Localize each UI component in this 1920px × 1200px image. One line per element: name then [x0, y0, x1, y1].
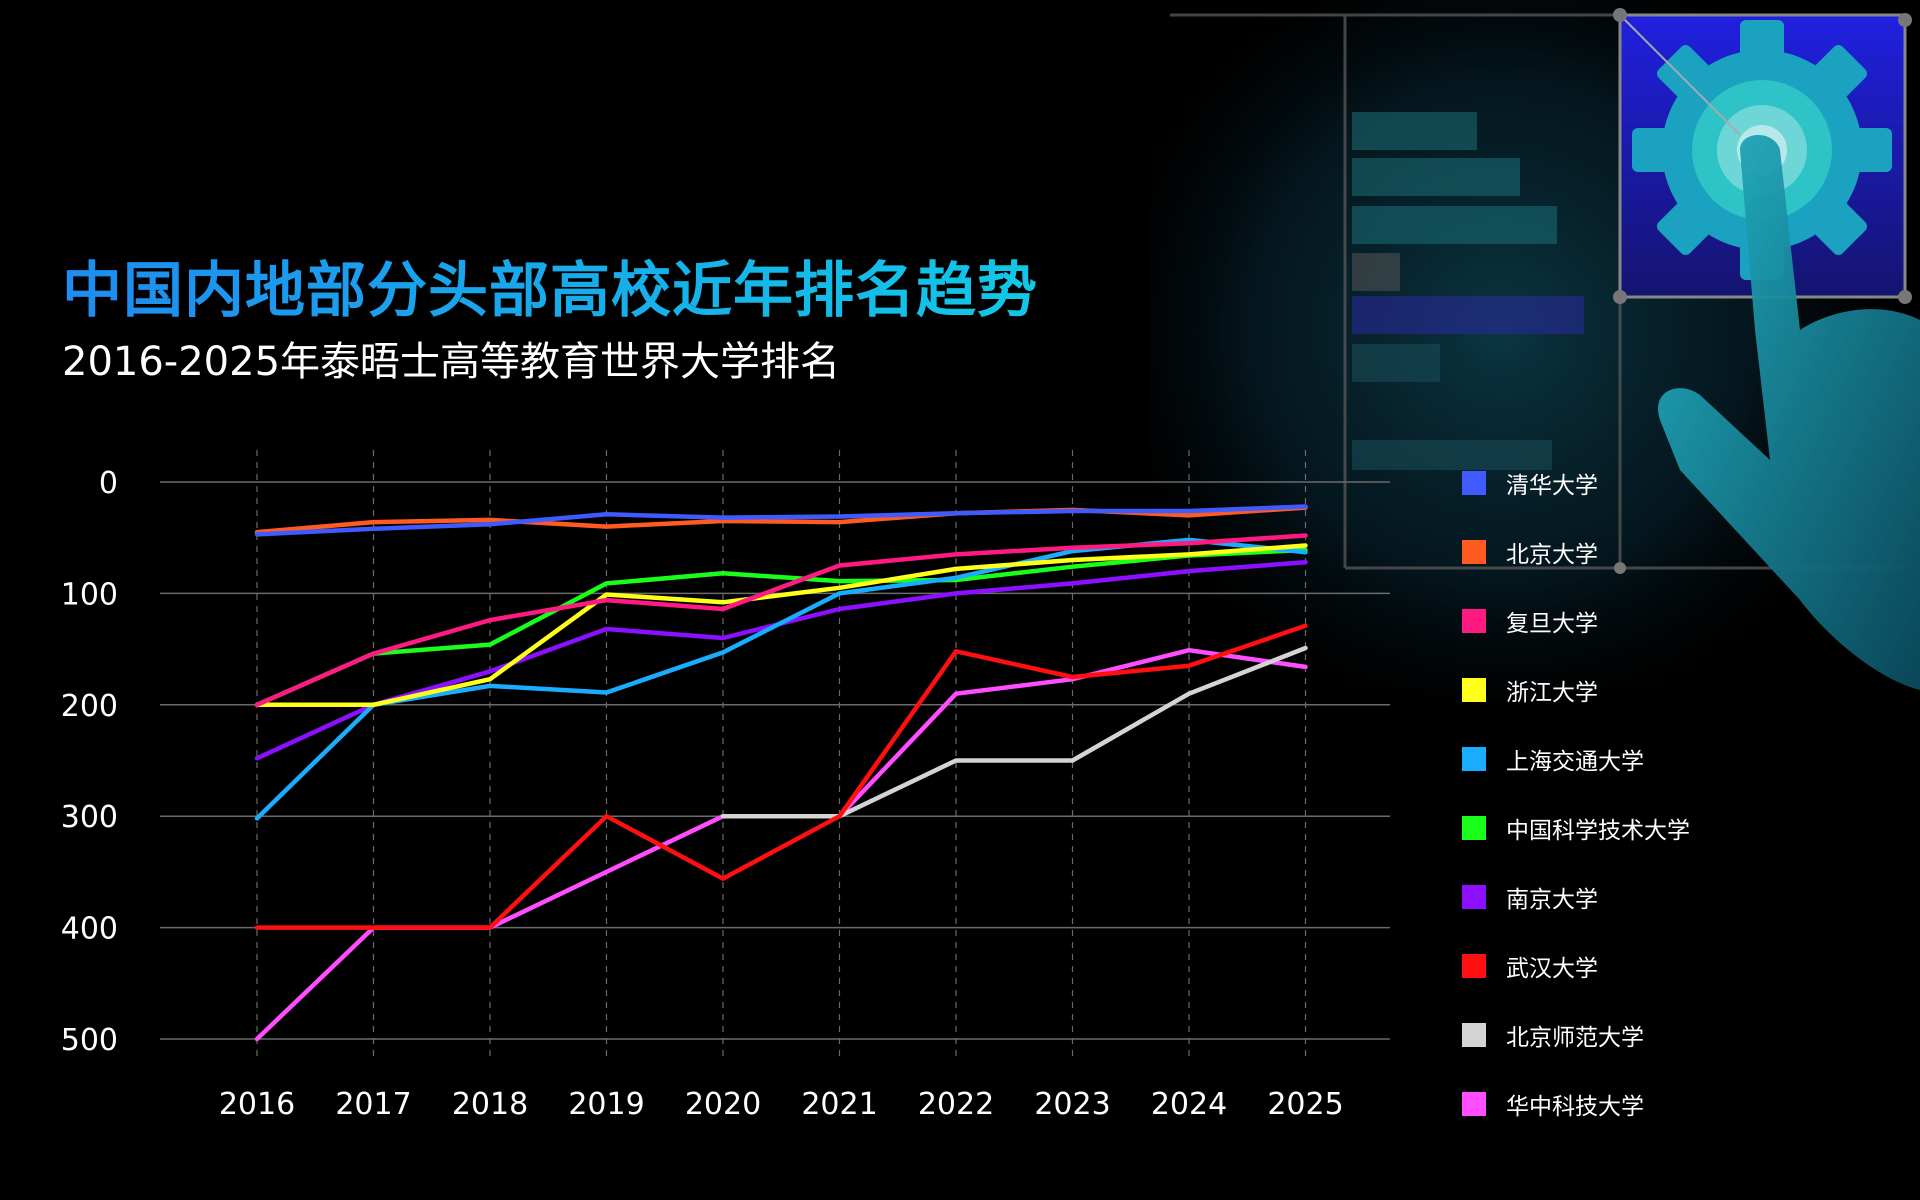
- x-tick-label: 2019: [568, 1087, 644, 1122]
- legend-label: 上海交通大学: [1506, 749, 1644, 775]
- y-tick-label: 500: [61, 1023, 118, 1058]
- faded-bars: [1352, 112, 1584, 470]
- x-tick-label: 2017: [335, 1087, 411, 1122]
- legend-swatch: [1462, 816, 1486, 840]
- series-line: [254, 547, 1308, 708]
- legend-item: 武汉大学: [1462, 951, 1598, 982]
- x-tick-label: 2022: [918, 1087, 994, 1122]
- legend-item: 上海交通大学: [1462, 744, 1644, 775]
- legend-item: 复旦大学: [1462, 606, 1598, 637]
- x-tick-label: 2021: [801, 1087, 877, 1122]
- legend-label: 复旦大学: [1506, 611, 1598, 637]
- legend-label: 中国科学技术大学: [1506, 818, 1690, 844]
- legend-swatch: [1462, 885, 1486, 909]
- series-line: [254, 504, 1308, 537]
- y-axis-ticks: 0 100 200 300 400 500: [61, 466, 118, 1058]
- legend-item: 北京师范大学: [1462, 1020, 1644, 1051]
- x-tick-label: 2020: [685, 1087, 761, 1122]
- legend-item: 清华大学: [1462, 468, 1598, 499]
- legend-swatch: [1462, 609, 1486, 633]
- legend-label: 南京大学: [1506, 887, 1598, 913]
- legend-item: 浙江大学: [1462, 675, 1598, 706]
- series-line: [254, 533, 1308, 708]
- legend-swatch: [1462, 954, 1486, 978]
- y-tick-label: 400: [61, 912, 118, 947]
- legend-swatch: [1462, 1023, 1486, 1047]
- legend-swatch: [1462, 747, 1486, 771]
- x-tick-label: 2018: [452, 1087, 528, 1122]
- legend-label: 清华大学: [1506, 473, 1598, 499]
- legend-label: 武汉大学: [1506, 956, 1598, 982]
- x-tick-label: 2016: [219, 1087, 295, 1122]
- legend-label: 华中科技大学: [1506, 1094, 1644, 1120]
- series-line: [720, 645, 1308, 819]
- y-tick-label: 0: [99, 466, 118, 501]
- y-tick-label: 200: [61, 689, 118, 724]
- legend-item: 中国科学技术大学: [1462, 813, 1690, 844]
- x-tick-label: 2023: [1034, 1087, 1110, 1122]
- x-axis-ticks: 2016 2017 2018 2019 2020 2021 2022 2023 2024 2025: [219, 1087, 1344, 1122]
- x-tick-label: 2025: [1267, 1087, 1343, 1122]
- legend-swatch: [1462, 471, 1486, 495]
- legend-item: 北京大学: [1462, 537, 1598, 568]
- legend-label: 北京师范大学: [1506, 1025, 1644, 1051]
- series-line: [254, 543, 1308, 708]
- legend-swatch: [1462, 678, 1486, 702]
- series-line: [254, 537, 1308, 821]
- legend-swatch: [1462, 1092, 1486, 1116]
- page-subtitle: 2016-2025年泰晤士高等教育世界大学排名: [62, 339, 841, 385]
- legend-label: 浙江大学: [1506, 680, 1598, 706]
- legend-swatch: [1462, 540, 1486, 564]
- legend-item: 南京大学: [1462, 882, 1598, 913]
- y-tick-label: 100: [61, 577, 118, 612]
- legend-item: 华中科技大学: [1462, 1089, 1644, 1120]
- series-line: [254, 647, 1308, 1042]
- x-tick-label: 2024: [1151, 1087, 1227, 1122]
- series-line: [254, 623, 1308, 930]
- page-title: 中国内地部分头部高校近年排名趋势: [62, 256, 1038, 326]
- chart-series: [254, 504, 1308, 1042]
- y-tick-label: 300: [61, 800, 118, 835]
- pointing-hand-icon: [1658, 135, 1920, 690]
- legend-label: 北京大学: [1506, 542, 1598, 568]
